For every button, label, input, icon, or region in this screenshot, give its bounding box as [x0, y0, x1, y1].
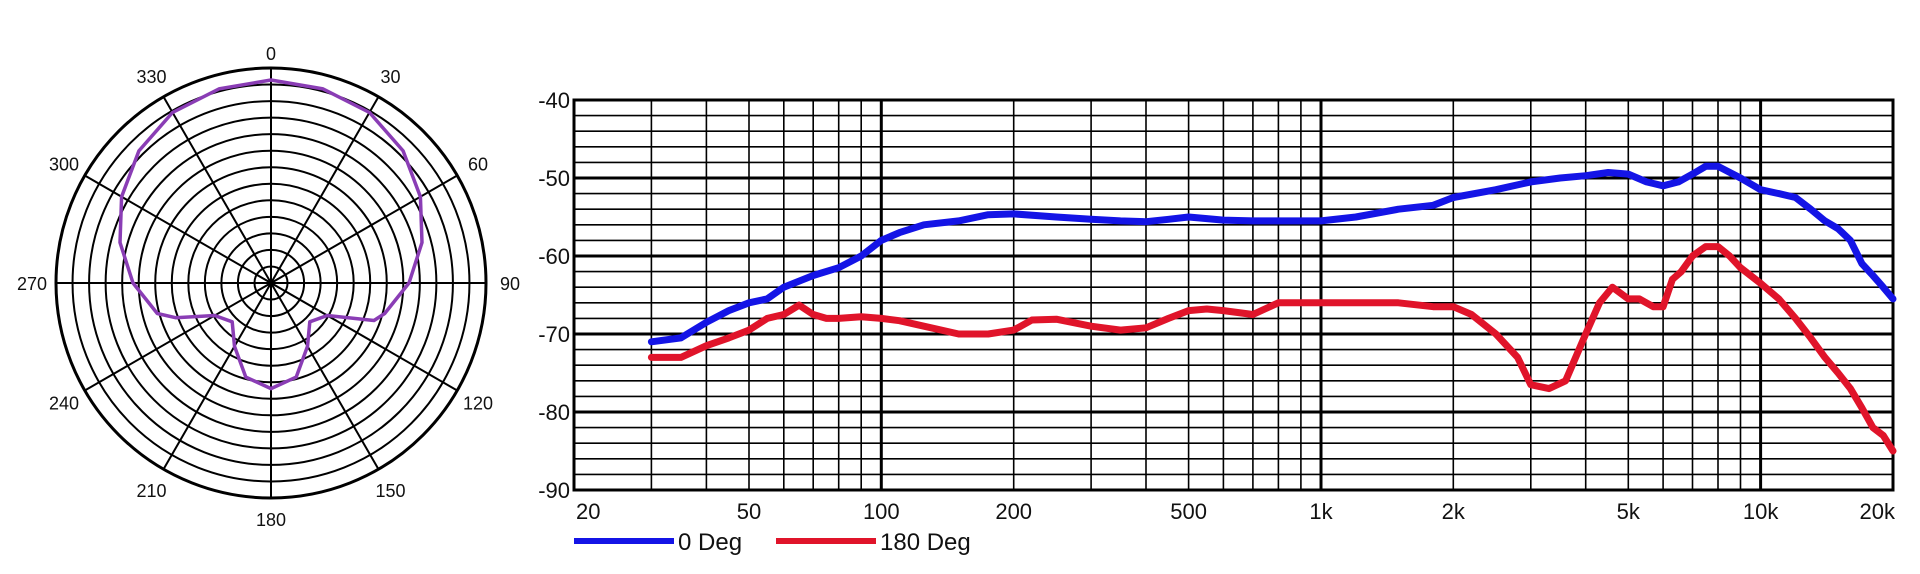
polar-angle-label: 270	[17, 274, 47, 294]
x-tick-label: 20	[576, 499, 600, 524]
polar-spoke	[162, 96, 380, 470]
x-tick-label: 20k	[1860, 499, 1896, 524]
polar-angle-label: 180	[256, 510, 286, 530]
x-tick-label: 500	[1170, 499, 1207, 524]
x-tick-label: 200	[995, 499, 1032, 524]
polar-angle-label: 30	[380, 67, 400, 87]
y-tick-label: -50	[538, 166, 570, 191]
polar-angle-label: 60	[468, 155, 488, 175]
legend-label: 0 Deg	[678, 529, 742, 556]
polar-angle-label: 90	[500, 274, 520, 294]
series-line-180-deg	[647, 243, 1897, 455]
x-tick-label: 1k	[1309, 499, 1333, 524]
x-tick-label: 2k	[1442, 499, 1466, 524]
x-tick-label: 100	[863, 499, 900, 524]
polar-chart: 0 30 60 90 120 150 180 210 240 270 300 330	[17, 44, 520, 530]
polar-angle-label: 330	[136, 67, 166, 87]
polar-angle-label: 210	[136, 481, 166, 501]
series-line-0-deg	[647, 162, 1897, 346]
y-tick-label: -60	[538, 244, 570, 269]
polar-pattern-line	[118, 78, 424, 391]
y-tick-label: -80	[538, 400, 570, 425]
y-tick-label: -90	[538, 478, 570, 503]
y-tick-label: -70	[538, 322, 570, 347]
polar-angle-label: 120	[463, 394, 493, 414]
polar-angle-label: 0	[266, 44, 276, 64]
polar-angle-label: 150	[375, 481, 405, 501]
legend-label: 180 Deg	[880, 529, 971, 556]
polar-angle-label: 300	[49, 155, 79, 175]
y-tick-label: -40	[538, 88, 570, 113]
x-tick-label: 50	[737, 499, 761, 524]
polar-angle-label: 240	[49, 394, 79, 414]
x-tick-label: 5k	[1617, 499, 1641, 524]
x-tick-label: 10k	[1743, 499, 1779, 524]
